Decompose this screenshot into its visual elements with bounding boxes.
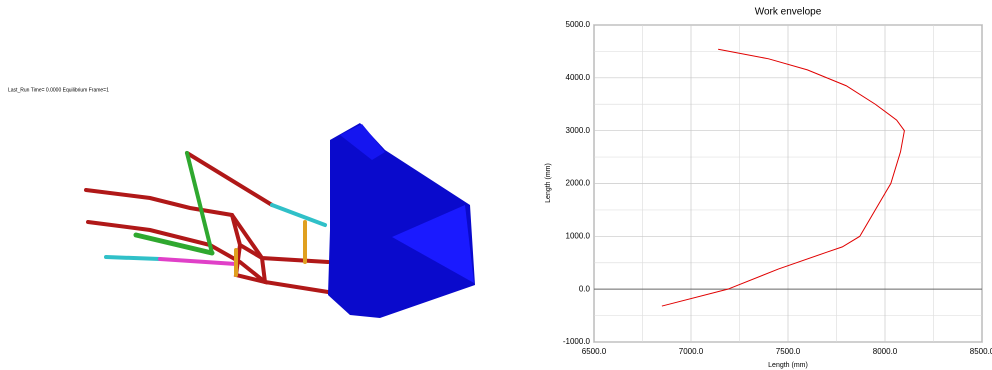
chart: Work envelope Length (mm) Length (mm) 65… <box>0 0 992 370</box>
y-tick-label: 1000.0 <box>566 231 591 240</box>
chart-title: Work envelope <box>755 7 822 18</box>
y-axis-label: Length (mm) <box>545 163 552 203</box>
x-tick-label: 8500.0 <box>970 347 992 356</box>
x-tick-label: 7500.0 <box>776 347 801 356</box>
y-tick-label: 4000.0 <box>566 73 591 82</box>
x-tick-label: 7000.0 <box>679 347 704 356</box>
x-tick-label: 8000.0 <box>873 347 898 356</box>
x-tick-label: 6500.0 <box>582 347 607 356</box>
y-tick-label: 2000.0 <box>566 179 591 188</box>
y-tick-label: 5000.0 <box>566 20 591 29</box>
screen: Last_Run Time= 0.0000 Equilibrium Frame=… <box>0 0 992 370</box>
x-axis-label: Length (mm) <box>768 362 808 369</box>
y-tick-label: -1000.0 <box>563 337 591 346</box>
y-tick-label: 0.0 <box>579 284 591 293</box>
y-tick-label: 3000.0 <box>566 126 591 135</box>
